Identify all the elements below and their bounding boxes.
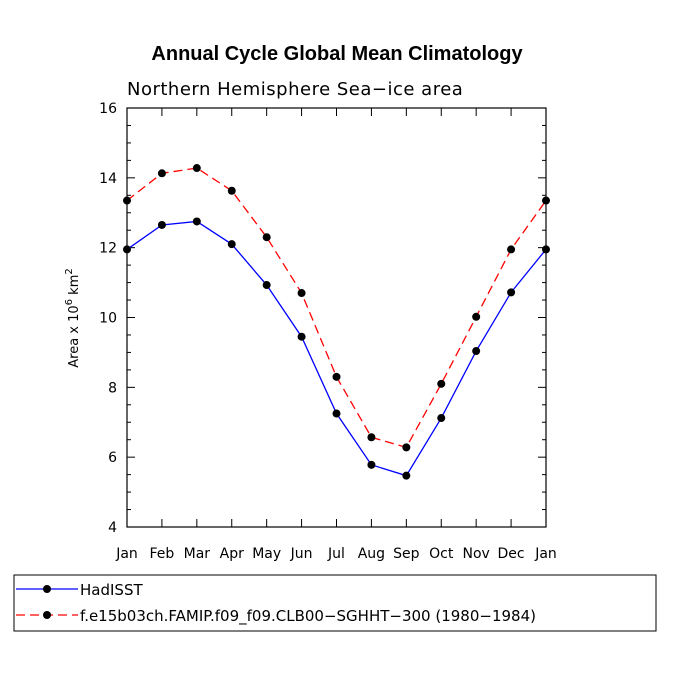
legend-marker-1 [43,611,51,619]
series-layer [123,164,550,480]
legend: HadISST f.e15b03ch.FAMIP.f09_f09.CLB00−SG… [16,581,536,626]
series-1-point [542,196,550,205]
series-0-point [332,409,341,418]
series-1-point [507,245,516,254]
legend-label-0: HadISST [80,581,143,599]
y-tick-label: 12 [99,241,117,257]
chart-title: Annual Cycle Global Mean Climatology [151,43,523,65]
series-1-point [297,289,306,298]
series-1-point [402,443,411,452]
y-tick-label: 14 [99,171,117,187]
series-0-point [402,471,411,480]
x-tick-label: Oct [429,546,454,562]
x-tick-labels: Jan Feb Mar Apr May Jun Jul Aug Sep Oct Nov Dec Jan [115,546,557,562]
x-tick-label: Feb [150,546,175,562]
series-0-point [437,414,446,423]
plot-frame [126,107,547,528]
x-tick-label: Aug [358,546,385,562]
series-line-1 [126,167,547,449]
series-1-point [227,186,236,195]
y-tick-label: 10 [99,311,117,327]
series-0-point [157,220,166,229]
y-tick-label: 16 [99,101,117,117]
legend-box [13,574,657,632]
series-1-point [192,164,201,173]
series-0-point [227,240,236,249]
x-tick-label: Mar [184,546,211,562]
chart-subtitle: Northern Hemisphere Sea−ice area [127,79,463,100]
legend-marker-0 [43,585,51,593]
y-tick-label: 6 [108,450,117,466]
y-tick-labels: 4 6 8 10 12 14 16 [99,101,117,536]
series-1-point [437,379,446,388]
x-tick-label: Apr [220,546,244,562]
series-line-0 [126,220,547,477]
series-0-point [297,332,306,341]
x-tick-label: Jul [327,546,345,562]
series-0-point [123,245,131,254]
series-1-point [367,433,376,442]
series-1-point [332,372,341,381]
series-0-point [542,245,550,254]
x-tick-label: Dec [498,546,525,562]
y-axis-label: Area x 106 km2 [64,268,82,368]
series-1-point [472,312,481,321]
x-tick-label: May [252,546,281,562]
x-tick-label: Jun [290,546,313,562]
y-tick-label: 4 [108,520,117,536]
series-0-point [192,217,201,226]
series-1-point [123,196,131,205]
x-tick-label: Jan [534,546,557,562]
x-tick-label: Sep [393,546,420,562]
axis-ticks [126,107,547,528]
series-0-point [472,347,481,356]
x-tick-label: Nov [463,546,490,562]
series-1-point [157,169,166,178]
series-0-point [507,288,516,297]
series-1-point [262,233,271,242]
y-tick-label: 8 [108,380,117,396]
series-0-point [262,281,271,290]
x-tick-label: Jan [115,546,138,562]
series-0-point [367,460,376,469]
legend-label-1: f.e15b03ch.FAMIP.f09_f09.CLB00−SGHHT−300… [80,607,536,626]
